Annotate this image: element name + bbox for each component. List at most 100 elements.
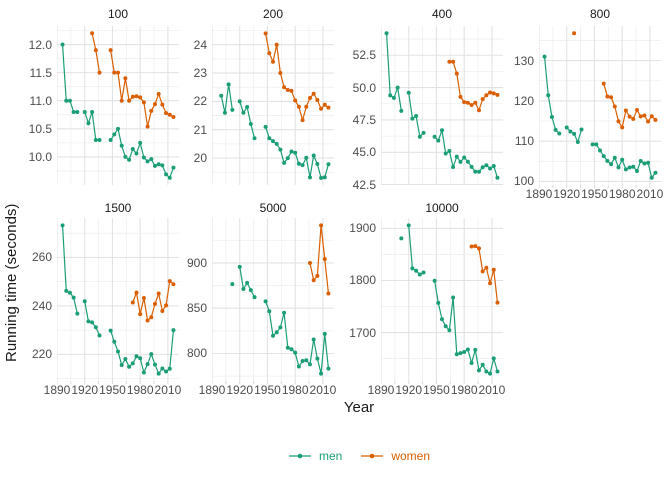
- point-men-400: [476, 169, 481, 174]
- point-men-200: [278, 147, 283, 152]
- point-women-400: [462, 100, 467, 105]
- point-men-800: [594, 142, 599, 147]
- point-women-1500: [134, 290, 139, 295]
- point-men-5000: [248, 288, 253, 293]
- x-tick-label: 2010: [154, 383, 182, 397]
- point-men-5000: [282, 310, 287, 315]
- point-men-800: [634, 169, 639, 174]
- point-men-100: [75, 109, 80, 114]
- point-men-10000: [473, 347, 478, 352]
- point-men-5000: [237, 264, 242, 269]
- point-men-100: [164, 172, 169, 177]
- point-men-200: [307, 175, 312, 180]
- point-men-100: [90, 109, 95, 114]
- point-men-400: [484, 163, 489, 168]
- point-men-800: [590, 142, 595, 147]
- y-tick-label: 42.5: [352, 177, 376, 192]
- point-men-400: [447, 148, 452, 153]
- point-men-10000: [417, 272, 422, 277]
- point-women-400: [473, 100, 478, 105]
- point-men-1500: [127, 364, 132, 369]
- x-tick-label: 1980: [608, 187, 636, 201]
- point-men-100: [71, 109, 76, 114]
- y-tick-label: 1900: [349, 221, 376, 236]
- point-women-1500: [138, 312, 143, 317]
- point-women-100: [108, 48, 113, 53]
- point-men-100: [141, 155, 146, 160]
- point-women-400: [495, 92, 500, 97]
- point-men-5000: [285, 345, 290, 350]
- point-men-5000: [296, 364, 301, 369]
- facet-strip-800: 800: [589, 7, 611, 21]
- point-men-1500: [164, 369, 169, 374]
- point-men-10000: [414, 268, 419, 273]
- point-men-800: [601, 154, 606, 159]
- point-men-10000: [488, 371, 493, 376]
- point-men-800: [579, 127, 584, 132]
- facet-panel-5000: [212, 218, 334, 381]
- point-women-100: [141, 100, 146, 105]
- point-women-100: [171, 115, 176, 120]
- point-women-800: [609, 95, 614, 100]
- point-men-100: [156, 162, 161, 167]
- point-men-1500: [134, 354, 139, 359]
- point-men-800: [549, 115, 554, 119]
- legend-key-men-icon: [288, 453, 311, 459]
- point-men-1500: [93, 325, 98, 330]
- point-men-10000: [432, 278, 437, 283]
- point-women-400: [476, 108, 481, 113]
- point-men-400: [488, 166, 493, 171]
- x-tick-label: 1890: [198, 383, 226, 397]
- point-men-400: [458, 159, 463, 164]
- point-men-5000: [289, 347, 294, 352]
- point-women-800: [646, 119, 651, 124]
- facet-strip-10000: 10000: [425, 201, 459, 215]
- point-men-400: [480, 165, 485, 170]
- point-women-400: [454, 71, 459, 76]
- point-men-10000: [443, 324, 448, 329]
- x-tick-label: 1950: [99, 383, 126, 397]
- point-women-800: [649, 114, 654, 119]
- point-women-1500: [171, 282, 176, 287]
- facet-panel-100: [57, 26, 179, 185]
- point-men-5000: [271, 333, 275, 338]
- facet-panel-800: [539, 26, 661, 185]
- point-women-400: [484, 93, 489, 98]
- point-women-1500: [156, 291, 161, 296]
- y-tick-label: 23: [193, 66, 207, 81]
- point-men-1500: [108, 328, 113, 333]
- point-men-5000: [326, 366, 331, 371]
- point-women-400: [458, 94, 463, 99]
- point-men-10000: [465, 347, 470, 352]
- point-men-100: [160, 163, 165, 168]
- point-women-200: [293, 98, 298, 103]
- y-tick-label: 260: [31, 250, 52, 265]
- y-tick-label: 1700: [349, 325, 376, 340]
- point-men-200: [282, 160, 287, 165]
- y-tick-label: 240: [31, 298, 52, 313]
- point-women-100: [112, 70, 117, 75]
- point-women-1500: [130, 300, 135, 305]
- point-men-100: [119, 143, 124, 148]
- point-men-800: [572, 131, 577, 136]
- point-men-10000: [480, 362, 485, 367]
- point-men-800: [575, 139, 580, 144]
- point-men-1500: [160, 366, 165, 371]
- point-men-1500: [112, 339, 117, 344]
- point-women-800: [616, 119, 621, 124]
- point-men-800: [568, 129, 573, 134]
- point-women-5000: [326, 291, 331, 296]
- point-men-1500: [82, 299, 87, 304]
- point-men-200: [296, 161, 301, 166]
- point-women-100: [130, 94, 135, 99]
- point-women-800: [642, 113, 647, 118]
- x-tick-label: 1920: [71, 383, 99, 397]
- point-men-10000: [421, 270, 426, 275]
- point-women-800: [620, 125, 625, 130]
- y-tick-label: 1800: [349, 273, 376, 288]
- point-women-400: [451, 59, 456, 64]
- point-women-400: [447, 59, 452, 64]
- point-men-1500: [171, 328, 176, 333]
- point-men-100: [97, 138, 102, 143]
